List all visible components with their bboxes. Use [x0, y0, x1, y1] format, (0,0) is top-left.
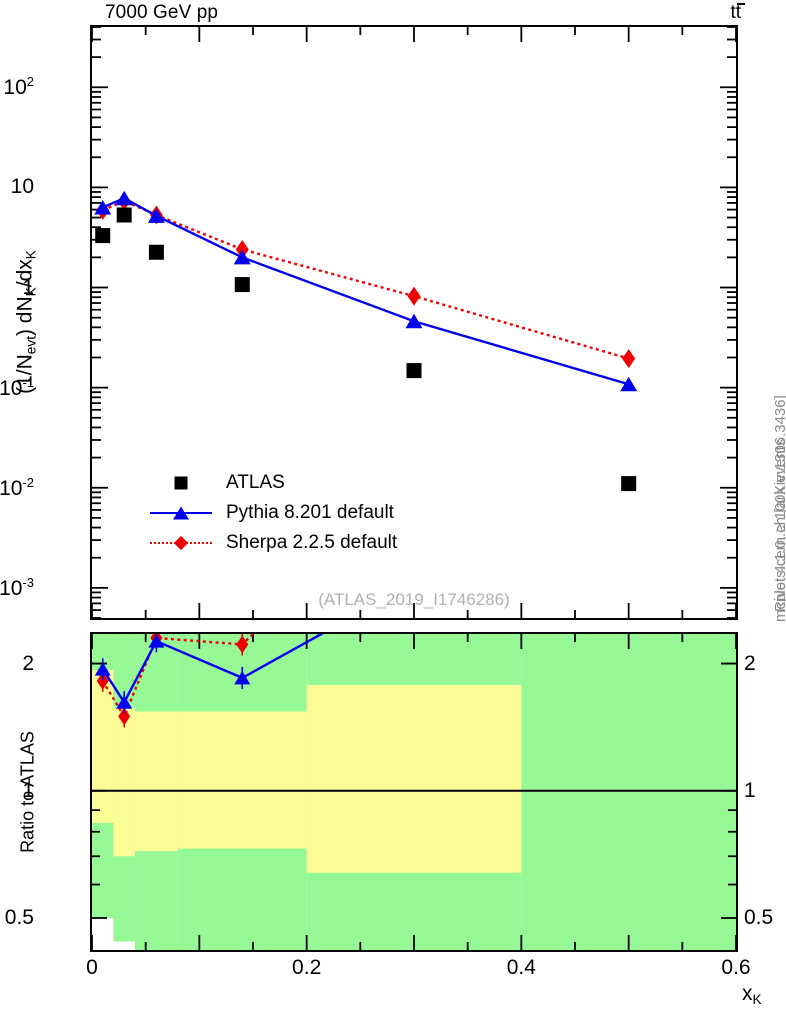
x-axis-title: xK	[742, 982, 762, 1007]
main-plot-panel	[90, 25, 738, 620]
sherpa-marker-icon	[150, 532, 212, 554]
atlas-marker-icon	[150, 472, 212, 494]
x-tick-label-0: 0	[86, 956, 98, 979]
x-tick-label-2: 0.4	[506, 956, 536, 979]
legend-item-sherpa: Sherpa 2.2.5 default	[150, 528, 397, 558]
mcplots-caption: mcplots.cern.ch [arXiv:1306.3436]	[772, 395, 786, 622]
legend-item-atlas: ATLAS	[150, 468, 397, 498]
y-tick-label-1: 10	[10, 175, 34, 199]
ratio-tick-label-left-0: 2	[22, 651, 34, 675]
legend-item-pythia: Pythia 8.201 default	[150, 498, 397, 528]
legend-label: Sherpa 2.2.5 default	[226, 532, 398, 553]
y-tick-label-5: 10-3	[0, 574, 34, 600]
ratio-tick-label-left-2: 0.5	[4, 906, 34, 929]
y-tick-label-4: 10-2	[0, 474, 34, 500]
legend-label: ATLAS	[226, 472, 285, 493]
x-tick-label-1: 0.2	[292, 956, 322, 979]
ratio-plot-svg	[92, 634, 736, 950]
ratio-tick-label-right-2: 0.5	[744, 906, 774, 929]
ratio-tick-label-left-1: 1	[22, 778, 34, 802]
ratio-plot-panel	[90, 632, 738, 952]
ratio-tick-label-right-0: 2	[744, 651, 756, 675]
y-tick-label-2: 1	[22, 275, 34, 299]
beam-energy-label: 7000 GeV pp	[105, 2, 219, 23]
analysis-id-watermark: (ATLAS_2019_I1746286)	[318, 590, 510, 609]
y-axis-title: (1/Nevt) dNK/dxK	[13, 250, 39, 394]
x-tick-label-3: 0.6	[721, 956, 751, 979]
legend-label: Pythia 8.201 default	[226, 502, 394, 523]
process-label: tt	[730, 2, 746, 24]
main-plot-svg	[92, 27, 736, 618]
ratio-tick-label-right-1: 1	[744, 778, 756, 802]
pythia-marker-icon	[150, 502, 212, 524]
y-tick-label-0: 102	[3, 74, 34, 100]
legend: ATLAS Pythia 8.201 default Sherpa 2.2.5 …	[150, 468, 397, 558]
y-tick-label-3: 10-1	[0, 374, 34, 400]
